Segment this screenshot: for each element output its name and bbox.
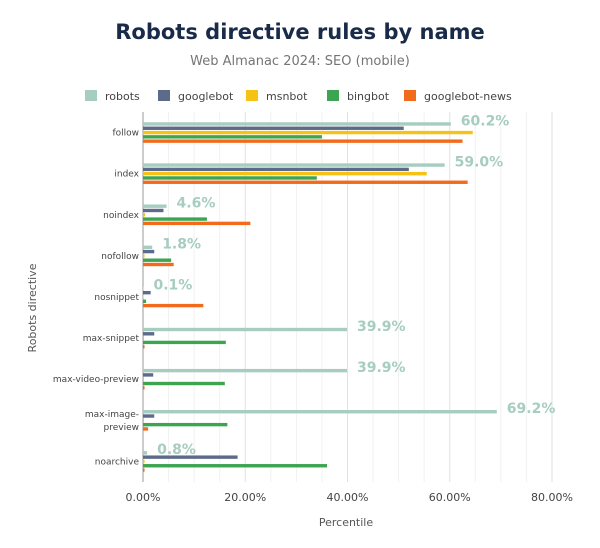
bar-robots-noarchive bbox=[143, 451, 148, 455]
bar-msnbot-max-image-preview bbox=[143, 418, 145, 423]
legend-item-googlebot-news: googlebot-news bbox=[404, 90, 512, 103]
legend-label: robots bbox=[105, 90, 140, 103]
legend-swatch bbox=[85, 90, 97, 101]
category-label-follow: follow bbox=[112, 129, 139, 139]
category-label-nofollow: nofollow bbox=[101, 252, 139, 262]
category-label-max-image-preview: max-image-preview bbox=[85, 410, 139, 433]
bar-msnbot-index bbox=[143, 171, 427, 176]
bar-msnbot-noindex bbox=[143, 213, 146, 217]
bar-googlebot-index bbox=[143, 167, 409, 172]
bar-robots-nofollow bbox=[143, 245, 153, 249]
bar-googlebot-news-max-video-preview bbox=[143, 386, 145, 390]
y-axis-title: Robots directive bbox=[26, 263, 39, 352]
bar-googlebot-follow bbox=[143, 126, 404, 130]
legend-item-robots: robots bbox=[85, 90, 140, 103]
bar-msnbot-max-snippet bbox=[143, 336, 145, 340]
bar-googlebot-nofollow bbox=[143, 249, 155, 254]
bar-bingbot-max-image-preview bbox=[143, 422, 228, 427]
data-label-max-image-preview: 69.2% bbox=[507, 401, 556, 417]
bar-msnbot-noarchive bbox=[143, 459, 145, 464]
bar-bingbot-noindex bbox=[143, 217, 207, 221]
category-label-noindex: noindex bbox=[103, 211, 140, 221]
legend-label: bingbot bbox=[347, 90, 390, 103]
bar-googlebot-news-follow bbox=[143, 139, 463, 143]
data-label-max-snippet: 39.9% bbox=[357, 319, 406, 335]
legend: robots googlebot msnbot bingbot googlebot-ne… bbox=[85, 90, 512, 103]
bars: 60.2% 59.0% 4.6% 1.8% 0.1% 39.9% 39.9% 69.2% 0.8… bbox=[143, 113, 556, 472]
chart-title: Robots directive rules by name bbox=[115, 20, 485, 44]
bar-bingbot-nofollow bbox=[143, 258, 172, 262]
x-tick-label: 60.00% bbox=[429, 491, 471, 504]
legend-item-bingbot: bingbot bbox=[327, 90, 390, 103]
data-label-nofollow: 1.8% bbox=[162, 237, 201, 253]
legend-swatch bbox=[158, 90, 170, 101]
data-label-noindex: 4.6% bbox=[177, 195, 216, 211]
legend-swatch bbox=[246, 90, 258, 101]
bar-googlebot-news-noarchive bbox=[143, 468, 145, 472]
x-tick-label: 0.00% bbox=[126, 491, 161, 504]
bar-robots-max-image-preview bbox=[143, 410, 497, 414]
bar-msnbot-nosnippet bbox=[143, 295, 144, 299]
legend-item-googlebot: googlebot bbox=[158, 90, 234, 103]
bar-googlebot-news-nosnippet bbox=[143, 303, 204, 308]
chart-subtitle: Web Almanac 2024: SEO (mobile) bbox=[190, 54, 410, 69]
bar-googlebot-news-noindex bbox=[143, 221, 251, 226]
legend-label: msnbot bbox=[266, 90, 308, 103]
category-labels: follow index noindex nofollow nosnippet max-s… bbox=[53, 129, 140, 468]
bar-robots-nosnippet bbox=[143, 286, 144, 291]
bar-msnbot-max-video-preview bbox=[143, 377, 145, 381]
legend-label: googlebot bbox=[178, 90, 234, 103]
bar-bingbot-index bbox=[143, 176, 317, 180]
bar-bingbot-max-video-preview bbox=[143, 381, 225, 386]
bar-robots-max-snippet bbox=[143, 327, 347, 332]
data-label-noarchive: 0.8% bbox=[157, 442, 196, 458]
bar-googlebot-noindex bbox=[143, 208, 164, 213]
data-label-index: 59.0% bbox=[455, 154, 504, 170]
x-tick-label: 80.00% bbox=[531, 491, 573, 504]
bar-googlebot-noarchive bbox=[143, 455, 238, 459]
bar-msnbot-nofollow bbox=[143, 254, 145, 258]
bar-googlebot-max-video-preview bbox=[143, 373, 154, 377]
category-label-max-snippet: max-snippet bbox=[83, 334, 140, 344]
bar-robots-follow bbox=[143, 122, 451, 126]
bar-googlebot-nosnippet bbox=[143, 291, 151, 295]
bar-googlebot-max-image-preview bbox=[143, 414, 155, 418]
bar-robots-noindex bbox=[143, 204, 167, 208]
category-label-nosnippet: nosnippet bbox=[94, 293, 139, 303]
legend-label: googlebot-news bbox=[424, 90, 512, 103]
category-label-noarchive: noarchive bbox=[95, 457, 140, 467]
category-label-index: index bbox=[114, 170, 139, 180]
bar-googlebot-news-nofollow bbox=[143, 262, 174, 267]
bar-robots-max-video-preview bbox=[143, 368, 347, 373]
bar-googlebot-news-max-snippet bbox=[143, 345, 145, 349]
data-label-max-video-preview: 39.9% bbox=[357, 360, 406, 376]
x-tick-label: 40.00% bbox=[327, 491, 369, 504]
x-tick-label: 20.00% bbox=[224, 491, 266, 504]
x-tick-labels: 0.00% 20.00% 40.00% 60.00% 80.00% bbox=[126, 491, 573, 504]
legend-swatch bbox=[327, 90, 339, 101]
bar-msnbot-follow bbox=[143, 130, 473, 135]
bar-bingbot-nosnippet bbox=[143, 299, 147, 303]
bar-googlebot-news-index bbox=[143, 180, 468, 184]
data-label-follow: 60.2% bbox=[461, 113, 510, 129]
bar-googlebot-max-snippet bbox=[143, 332, 155, 336]
x-axis-title: Percentile bbox=[319, 516, 374, 529]
bar-robots-index bbox=[143, 163, 445, 167]
bar-googlebot-news-max-image-preview bbox=[143, 427, 149, 431]
bar-bingbot-follow bbox=[143, 135, 322, 139]
category-label-max-video-preview: max-video-preview bbox=[53, 375, 139, 385]
bar-bingbot-max-snippet bbox=[143, 340, 226, 345]
legend-item-msnbot: msnbot bbox=[246, 90, 308, 103]
legend-swatch bbox=[404, 90, 416, 101]
data-label-nosnippet: 0.1% bbox=[154, 278, 193, 294]
bar-bingbot-noarchive bbox=[143, 464, 328, 468]
